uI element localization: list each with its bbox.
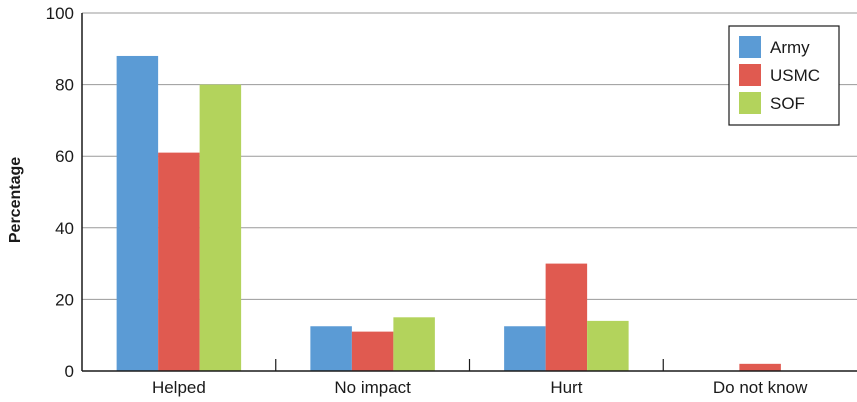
legend-swatch-usmc — [739, 64, 761, 86]
y-tick-label: 20 — [55, 290, 74, 309]
axes — [81, 13, 857, 372]
bar-army-helped — [116, 55, 159, 372]
y-tick-label: 60 — [55, 147, 74, 166]
legend-label-army: Army — [770, 38, 810, 57]
legend-label-sof: SOF — [770, 94, 805, 113]
y-tick-label: 80 — [55, 76, 74, 95]
bar-usmc-helped — [158, 152, 200, 371]
x-tick-label: Helped — [152, 378, 206, 397]
bar-sof-helped — [199, 84, 242, 371]
bar-usmc-hurt — [545, 263, 588, 371]
x-tick-labels: Helped No impact Hurt Do not know — [152, 378, 808, 397]
x-tick-label: No impact — [334, 378, 411, 397]
bar-army-no-impact — [310, 326, 352, 371]
y-tick-labels: 0 20 40 60 80 100 — [46, 4, 74, 381]
y-tick-label: 0 — [65, 362, 74, 381]
bar-army-hurt — [504, 326, 546, 371]
bar-sof-no-impact — [393, 317, 435, 371]
legend-swatch-sof — [739, 92, 761, 114]
bar-usmc-no-impact — [351, 331, 394, 371]
legend-label-usmc: USMC — [770, 66, 820, 85]
bars — [116, 55, 781, 372]
bar-sof-hurt — [587, 320, 629, 371]
bar-usmc-do-not-know — [739, 363, 781, 371]
x-tick-label: Hurt — [550, 378, 582, 397]
y-tick-label: 40 — [55, 219, 74, 238]
y-axis-title: Percentage — [7, 157, 24, 243]
legend-swatch-army — [739, 36, 761, 58]
x-tick-label: Do not know — [713, 378, 808, 397]
y-tick-label: 100 — [46, 4, 74, 23]
legend: Army USMC SOF — [728, 25, 840, 126]
